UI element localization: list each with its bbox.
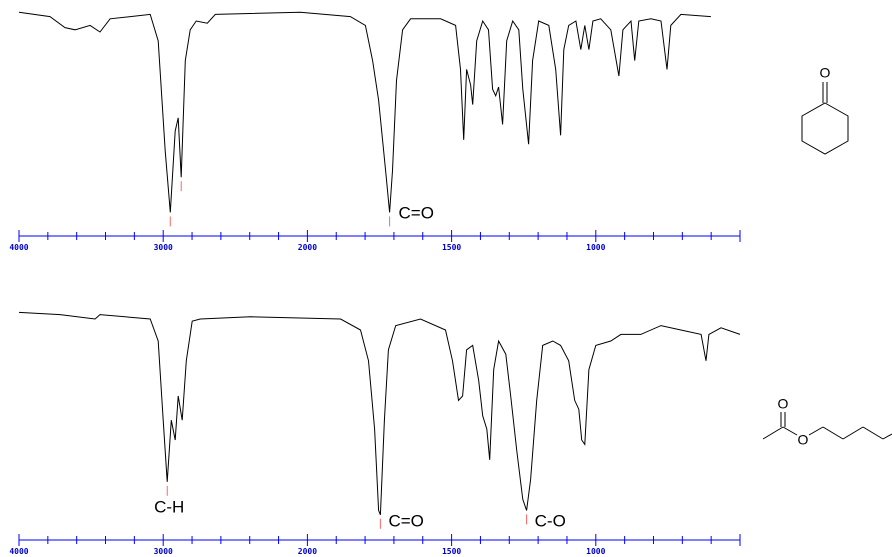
x-tick-label: 4000 [9,243,28,252]
atom-label: O [820,65,831,81]
bond [862,426,884,440]
bond [808,426,824,436]
atom-label: O [778,396,789,412]
bond [822,426,844,440]
x-tick-label: 1000 [586,547,605,556]
x-tick-label: 3000 [154,243,173,252]
x-tick-label: 2000 [298,243,317,252]
cyclohexanone-structure [801,82,849,155]
annotation: C=O [399,203,434,222]
bond [762,426,784,440]
spectrum-line [18,11,711,213]
spectrum-line [18,311,741,515]
atom-label: O [798,432,809,448]
annotation: C=O [388,511,423,530]
bond [782,426,798,436]
x-tick-label: 2000 [298,547,317,556]
x-tick-label: 1000 [586,243,605,252]
x-tick-label: 4000 [9,547,28,556]
bond [842,426,864,440]
x-tick-label: 3000 [154,547,173,556]
annotation: C-O [535,511,566,530]
annotation: C-H [154,497,184,516]
x-tick-label: 1500 [442,547,461,556]
ring [801,102,849,155]
butyl-acetate-structure [762,412,892,440]
bond [882,433,892,440]
x-tick-label: 1500 [442,243,461,252]
